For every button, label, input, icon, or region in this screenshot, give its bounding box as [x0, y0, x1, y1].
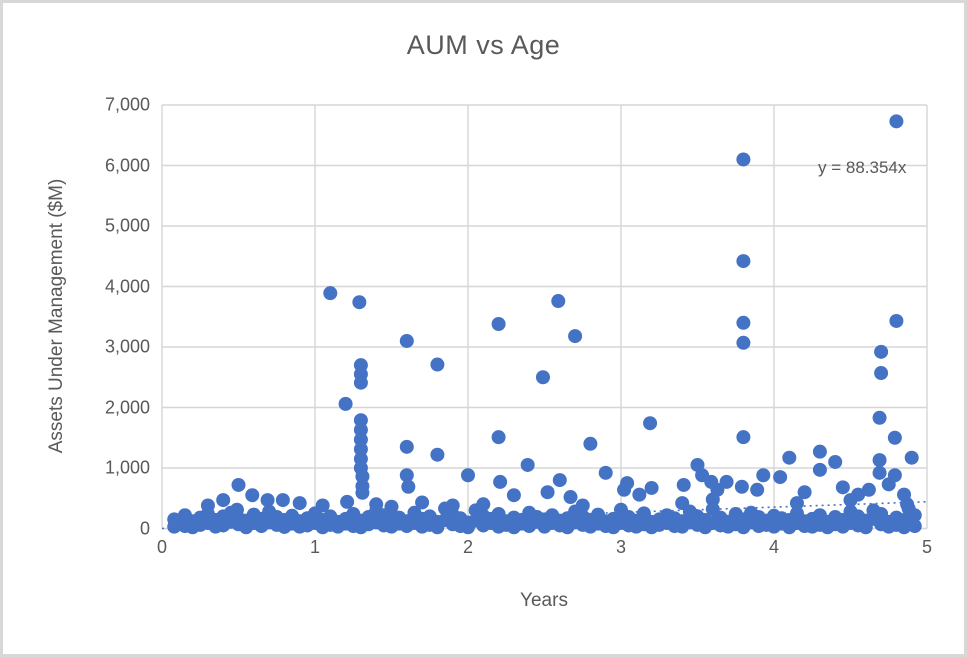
data-point: [245, 488, 260, 503]
data-point: [338, 396, 353, 411]
data-point: [851, 487, 866, 502]
y-tick-label: 7,000: [104, 94, 150, 115]
data-point: [583, 436, 598, 451]
data-point: [520, 457, 535, 472]
data-point: [352, 295, 367, 310]
x-tick-label: 1: [309, 536, 320, 557]
data-point: [797, 485, 812, 500]
data-point: [598, 465, 613, 480]
data-point: [736, 315, 751, 330]
data-point: [353, 413, 368, 428]
data-point: [353, 422, 368, 437]
x-tick-label: 0: [156, 536, 167, 557]
data-point: [552, 473, 567, 488]
data-point: [773, 470, 788, 485]
y-tick-label: 2,000: [104, 397, 150, 417]
data-point: [872, 410, 887, 425]
x-tick-label: 4: [768, 536, 779, 557]
data-point: [491, 430, 506, 445]
data-point: [568, 329, 583, 344]
data-point: [710, 482, 725, 497]
y-axis-title: Assets Under Management ($M): [46, 178, 67, 454]
data-point: [835, 480, 850, 495]
data-point: [540, 485, 555, 500]
x-axis-title: Years: [520, 590, 568, 611]
data-point: [260, 493, 275, 508]
data-point: [430, 447, 445, 462]
data-point: [620, 476, 635, 491]
data-point: [904, 450, 919, 465]
data-point: [907, 519, 922, 534]
data-point: [736, 254, 751, 269]
data-point: [887, 468, 902, 483]
data-point: [216, 493, 231, 508]
data-point: [275, 493, 290, 508]
data-point: [292, 496, 307, 511]
data-point: [907, 508, 922, 523]
data-point: [789, 496, 804, 511]
data-point: [551, 294, 566, 309]
data-point: [461, 468, 475, 483]
data-point: [632, 487, 647, 502]
data-point: [355, 469, 370, 484]
data-point: [355, 485, 370, 500]
data-point: [889, 313, 904, 328]
y-tick-label: 5,000: [104, 215, 150, 236]
data-point: [889, 114, 904, 129]
data-point: [493, 474, 508, 489]
data-point: [535, 370, 550, 385]
y-tick-label: 1,000: [104, 457, 150, 478]
data-point: [750, 482, 765, 497]
chart-title: AUM vs Age: [406, 30, 561, 60]
data-point: [353, 432, 368, 447]
data-point: [231, 477, 246, 492]
data-point: [399, 333, 414, 348]
data-point: [430, 357, 445, 372]
trendline-equation-label: y = 88.354x: [818, 158, 907, 177]
data-point: [782, 450, 797, 465]
y-tick-label: 3,000: [104, 336, 150, 357]
data-point: [812, 444, 827, 459]
data-point: [340, 494, 355, 509]
data-point: [812, 462, 827, 477]
data-point: [676, 477, 691, 492]
data-point: [506, 488, 521, 503]
data-point: [734, 479, 749, 494]
data-point: [861, 482, 876, 497]
y-tick-label: 0: [139, 518, 150, 538]
data-point: [736, 335, 751, 350]
data-point: [719, 474, 734, 489]
data-point: [563, 490, 578, 505]
data-point: [353, 442, 368, 457]
data-point: [415, 495, 430, 510]
data-point: [353, 375, 368, 390]
data-point: [874, 344, 889, 359]
data-point: [874, 366, 889, 381]
data-point: [872, 465, 887, 480]
x-tick-label: 2: [462, 536, 473, 557]
data-point: [644, 480, 659, 495]
data-point: [399, 439, 414, 454]
data-point: [399, 468, 414, 483]
data-point: [736, 152, 751, 167]
x-tick-label: 3: [615, 536, 626, 557]
y-tick-label: 4,000: [104, 276, 150, 296]
y-tick-label: 6,000: [104, 155, 150, 175]
data-point: [828, 454, 843, 469]
data-point: [887, 430, 902, 445]
data-point: [756, 468, 771, 483]
data-point: [491, 317, 506, 332]
data-point: [401, 479, 416, 494]
data-point: [643, 416, 658, 431]
x-tick-label: 5: [921, 536, 932, 557]
data-point: [736, 430, 751, 445]
data-point: [872, 453, 887, 468]
data-point: [323, 286, 338, 301]
